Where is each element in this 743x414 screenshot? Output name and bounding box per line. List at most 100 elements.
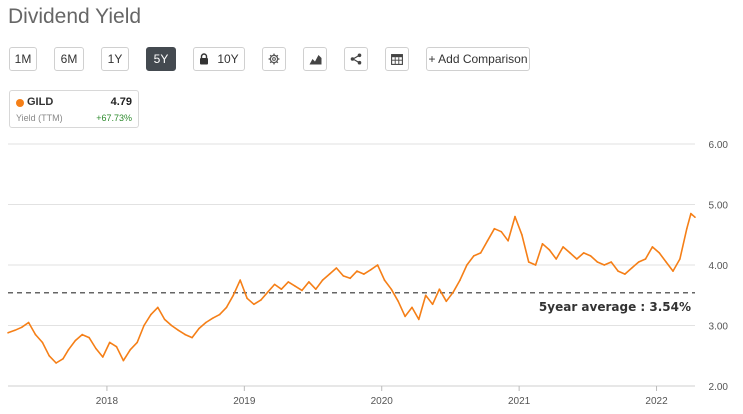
chart-type-button[interactable] [303, 47, 327, 71]
data-point [287, 281, 290, 283]
data-point [418, 318, 420, 321]
data-point [397, 300, 400, 303]
data-point [631, 267, 633, 269]
data-point [424, 294, 427, 297]
gear-icon [268, 53, 280, 65]
data-point [328, 273, 331, 275]
data-point [514, 215, 516, 218]
data-point [610, 261, 612, 263]
data-point [177, 329, 180, 332]
data-point [500, 230, 503, 233]
data-point [507, 240, 509, 242]
data-point [369, 269, 372, 271]
data-point [95, 347, 97, 350]
data-point [596, 261, 599, 263]
range-6m-button[interactable]: 6M [54, 47, 84, 71]
data-point [562, 246, 564, 248]
x-tick-label: 2018 [96, 396, 119, 407]
data-point [383, 279, 386, 281]
range-5y-button[interactable]: 5Y [146, 47, 176, 71]
data-point [534, 264, 537, 266]
data-point [170, 324, 173, 327]
series-line [7, 212, 696, 364]
data-point [555, 258, 557, 260]
data-point [14, 329, 16, 332]
legend-metric: Yield (TTM) [16, 113, 63, 123]
table-icon [391, 53, 403, 65]
data-point [136, 341, 138, 344]
data-point [679, 258, 681, 260]
data-point [191, 336, 193, 339]
data-point [431, 303, 434, 306]
settings-button[interactable] [262, 47, 286, 71]
data-point [321, 279, 324, 281]
average-label-background [548, 296, 694, 315]
data-point [7, 332, 9, 334]
data-point [624, 273, 626, 275]
data-point [225, 306, 228, 309]
x-tick-label: 2022 [645, 396, 668, 407]
data-point [150, 313, 152, 316]
data-point [280, 288, 283, 290]
data-point [459, 279, 461, 281]
data-point [521, 234, 523, 236]
x-tick-label: 2019 [233, 396, 256, 407]
data-point [637, 261, 640, 263]
data-point [493, 227, 496, 230]
data-point [479, 252, 482, 254]
data-point [473, 255, 475, 257]
y-tick-label: 6.00 [709, 140, 729, 151]
data-point [356, 270, 358, 272]
data-point [445, 300, 448, 303]
data-point [55, 362, 57, 364]
data-point [102, 356, 104, 358]
data-point [205, 321, 207, 324]
page-title: Dividend Yield [8, 5, 142, 28]
data-point [294, 285, 297, 287]
data-point [466, 264, 468, 266]
y-tick-label: 4.00 [709, 261, 729, 272]
share-icon [350, 53, 362, 65]
data-point [232, 294, 235, 297]
legend-card: GILD 4.79 Yield (TTM) +67.73% [9, 90, 139, 128]
data-point [143, 324, 145, 327]
data-point [603, 264, 606, 266]
legend-change: +67.73% [96, 113, 132, 123]
legend-ticker: GILD [27, 96, 54, 108]
range-1y-button[interactable]: 1Y [101, 47, 129, 71]
range-10y-label: 10Y [217, 52, 239, 66]
data-point [404, 315, 406, 318]
range-10y-button[interactable]: 10Y [193, 47, 245, 71]
data-point [690, 212, 692, 215]
data-point [411, 306, 413, 309]
chart-type-icon [309, 54, 322, 65]
data-point [246, 297, 248, 300]
range-1m-button[interactable]: 1M [9, 47, 37, 71]
data-point [672, 270, 674, 272]
data-point [617, 270, 619, 272]
data-point [239, 279, 241, 281]
data-point [218, 313, 221, 316]
data-point [665, 261, 667, 263]
data-point [184, 333, 186, 336]
data-point [67, 348, 70, 351]
data-point [651, 246, 654, 248]
data-point [376, 264, 379, 266]
data-point [163, 318, 166, 321]
data-point [301, 289, 303, 292]
average-reference-label: 5year average : 3.54% [539, 300, 691, 314]
grid-lines [8, 143, 695, 387]
data-point [48, 355, 50, 357]
data-point [122, 359, 125, 362]
add-comparison-button[interactable]: + Add Comparison [426, 47, 530, 71]
share-button[interactable] [344, 47, 368, 71]
data-point [20, 326, 23, 329]
table-button[interactable] [385, 47, 409, 71]
data-point [686, 227, 688, 230]
data-point [62, 358, 64, 360]
data-point [452, 291, 455, 293]
data-point [115, 345, 118, 348]
data-point [211, 317, 214, 319]
data-point [198, 327, 200, 330]
series-group [7, 212, 696, 364]
